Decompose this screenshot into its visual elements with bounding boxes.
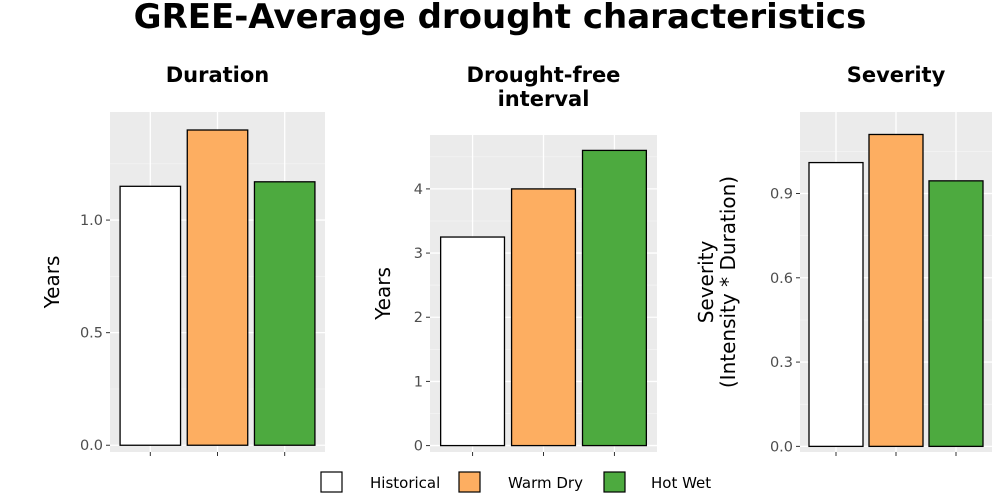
y-axis-label: Severity(Intensity * Duration) [694,176,740,388]
y-tick-label: 0.5 [80,326,103,342]
y-tick-label: 2 [414,310,423,326]
y-axis-label-line: Severity [694,241,718,324]
panel-title-line: interval [498,87,590,111]
bar-historical [439,236,506,447]
bar-warm-dry [868,133,924,448]
panel-title: Severity [847,63,946,87]
y-axis-label: Years [40,256,64,310]
legend-label-hot-wet: Hot Wet [651,474,711,492]
y-axis-label-line: Years [40,256,64,310]
main-title: GREE-Average drought characteristics [134,0,867,37]
y-tick-label: 1 [414,374,423,390]
y-tick-label: 3 [414,246,423,262]
y-tick-label: 4 [414,182,423,198]
legend-swatch-warm-dry [458,471,481,493]
y-tick-label: 0 [414,439,423,455]
y-tick-label: 0.6 [770,271,793,287]
legend: Historical Warm Dry Hot Wet [320,471,711,493]
panels: 0.0 0.5 1.0 Duration Years 0 1 2 3 4 Drought-free i… [40,63,992,456]
panel-title: Drought-free interval [467,63,621,111]
bar-hot-wet [253,181,316,446]
panel-title: Duration [166,63,270,87]
legend-swatch-hot-wet [603,471,626,493]
y-tick-label: 1.0 [80,213,103,229]
bar-historical [808,161,864,448]
panel-title-line: Severity [847,63,946,87]
y-tick-label: 0.9 [770,186,793,202]
legend-label-warm-dry: Warm Dry [508,474,583,492]
y-axis-label-line: Years [371,267,395,321]
y-tick-label: 0.0 [80,438,103,454]
panel-title-line: Duration [166,63,270,87]
y-axis-label-line: (Intensity * Duration) [716,176,740,388]
panel-1: 0.0 0.5 1.0 Duration Years [40,63,325,456]
bar-hot-wet [581,149,648,447]
y-axis-label: Years [371,267,395,321]
panel-title-line: Drought-free [467,63,621,87]
bar-warm-dry [186,129,249,446]
bar-warm-dry [510,188,577,447]
y-tick-label: 0.0 [770,439,793,455]
bar-hot-wet [928,180,984,448]
bar-historical [119,185,182,446]
panel-2: 0 1 2 3 4 Drought-free interval Years [371,63,657,456]
legend-swatch-historical [320,471,343,493]
legend-label-historical: Historical [370,474,440,492]
y-tick-label: 0.3 [770,355,793,371]
